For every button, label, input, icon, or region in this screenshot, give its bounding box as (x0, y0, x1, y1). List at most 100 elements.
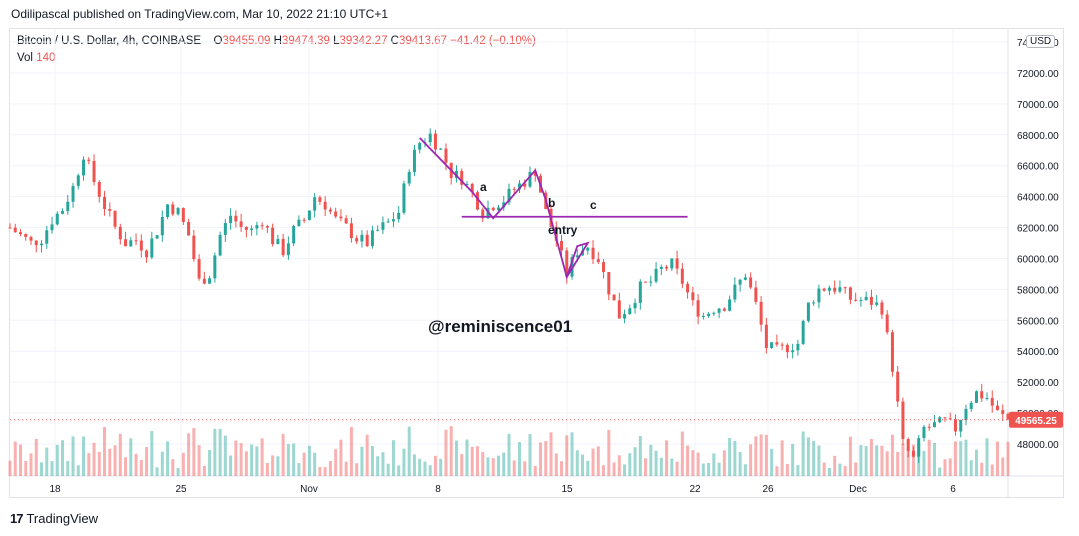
candle-body (796, 343, 800, 351)
price-tick-label: 72000.00 (1017, 69, 1059, 80)
volume-bar (665, 440, 669, 476)
volume-bar (518, 442, 522, 476)
volume-bar (134, 453, 138, 476)
volume-bar (654, 450, 658, 476)
candle-body (974, 391, 978, 403)
price-tick-label: 58000.00 (1017, 285, 1059, 296)
volume-bar (843, 465, 847, 476)
candle-body (801, 320, 805, 344)
volume-bar (250, 444, 254, 476)
currency-button[interactable]: USD (1026, 35, 1056, 48)
volume-bar (234, 440, 238, 476)
volume-bar (365, 434, 369, 476)
volume-bar (927, 439, 931, 476)
candle-body (670, 258, 674, 269)
volume-bar (990, 464, 994, 476)
volume-bar (785, 463, 789, 476)
candle-body (76, 175, 80, 186)
high-label: H (273, 35, 282, 47)
volume-bar (628, 453, 632, 476)
candle-body (260, 225, 264, 227)
volume-bar (812, 440, 816, 476)
candle-body (854, 299, 858, 301)
candle-body (412, 149, 416, 172)
volume-bar (896, 451, 900, 476)
candle-body (602, 262, 606, 273)
volume-bar (581, 454, 585, 476)
candle-body (265, 226, 269, 228)
volume-bar (644, 458, 648, 476)
volume-bar (344, 461, 348, 476)
volume-bar (349, 427, 353, 476)
time-tick-label: 25 (175, 484, 187, 495)
candle-body (806, 302, 810, 321)
volume-value: 140 (36, 52, 56, 64)
breakout-line (544, 199, 590, 281)
volume-bar (55, 444, 59, 476)
volume-bar (176, 467, 180, 476)
volume-bar (691, 450, 695, 476)
volume-bar (160, 451, 164, 476)
candle-body (187, 221, 191, 236)
volume-bar (439, 458, 443, 476)
volume-bar (124, 457, 128, 476)
candle-body (591, 247, 595, 260)
volume-bar (854, 462, 858, 476)
candle-body (323, 201, 327, 210)
volume-bar (959, 441, 963, 476)
candle-body (381, 222, 385, 230)
volume-bar (171, 459, 175, 476)
candle-body (617, 300, 621, 319)
volume-bar (754, 436, 758, 476)
candle-body (407, 171, 411, 184)
candle-body (875, 302, 879, 305)
volume-bar (491, 458, 495, 476)
volume-bar (675, 461, 679, 476)
volume-bar (780, 440, 784, 476)
volume-bar (938, 467, 942, 476)
symbol-title[interactable]: Bitcoin / U.S. Dollar, 4h, COINBASE (17, 35, 202, 47)
candle-body (911, 450, 915, 457)
candle-body (318, 197, 322, 202)
volume-bar (827, 467, 831, 476)
volume-bar (433, 455, 437, 476)
volume-bar (76, 465, 80, 476)
volume-bar (481, 452, 485, 476)
volume-bar (932, 443, 936, 476)
candle-body (465, 183, 469, 185)
candle-body (71, 185, 75, 202)
candle-body (901, 401, 905, 440)
volume-bar (187, 433, 191, 476)
candle-body (659, 266, 663, 269)
volume-bar (465, 439, 469, 476)
volume-bar (775, 466, 779, 476)
volume-bar (181, 452, 185, 476)
volume-bar (801, 431, 805, 476)
label-a: a (480, 180, 487, 194)
volume-bar (470, 446, 474, 476)
candle-body (775, 342, 779, 345)
open-value: 39455.09 (222, 35, 271, 47)
volume-bar (40, 462, 44, 476)
tradingview-logo-icon: 17 (10, 511, 24, 526)
volume-bar (218, 429, 222, 476)
volume-bar (722, 450, 726, 476)
volume-bar (859, 445, 863, 476)
candle-body (139, 240, 143, 251)
volume-label[interactable]: Vol (17, 52, 33, 64)
candle-body (328, 209, 332, 212)
low-label: L (333, 35, 340, 47)
volume-bar (1006, 441, 1010, 476)
volume-bar (943, 459, 947, 476)
candle-body (560, 240, 564, 251)
tradingview-logo[interactable]: 17 TradingView (10, 511, 98, 526)
volume-bar (260, 438, 264, 476)
volume-bar (528, 434, 532, 476)
candle-body (339, 216, 343, 219)
volume-bar (969, 460, 973, 476)
candle-body (97, 182, 101, 197)
open-label: O (213, 35, 223, 47)
candle-body (376, 229, 380, 231)
candle-body (460, 170, 464, 185)
